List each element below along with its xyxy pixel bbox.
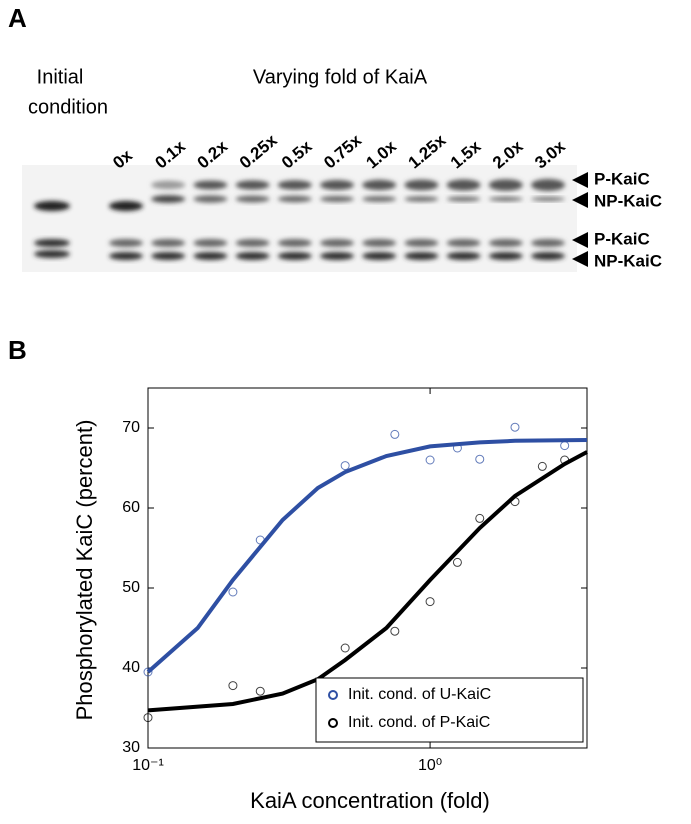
- data-point: [390, 626, 400, 636]
- gel-band: [109, 252, 143, 260]
- gel-band: [34, 250, 70, 258]
- gel-band: [277, 180, 312, 190]
- gel-band: [531, 252, 565, 260]
- gel-band: [404, 196, 439, 202]
- data-point: [560, 441, 570, 451]
- gel-band: [235, 252, 270, 260]
- data-point: [228, 681, 238, 691]
- gel-band: [320, 196, 354, 202]
- x-axis-label: KaiA concentration (fold): [250, 788, 490, 813]
- legend-box: [315, 677, 584, 743]
- gel-band: [362, 179, 397, 191]
- gel-band: [320, 239, 354, 247]
- gel-band: [446, 196, 481, 202]
- gel-band: [277, 252, 312, 260]
- y-tick-label: 40: [122, 659, 140, 676]
- gel-band: [320, 252, 354, 260]
- data-point: [143, 713, 153, 723]
- y-axis-label: Phosphorylated KaiC (percent): [72, 420, 97, 721]
- gel-band: [235, 180, 270, 190]
- gel-band: [34, 239, 70, 247]
- fit-line: [146, 438, 588, 674]
- band-label: NP-KaiC: [594, 251, 662, 270]
- gel-band: [151, 180, 186, 190]
- initial-label: Initial: [37, 66, 84, 88]
- gel-band: [193, 239, 228, 247]
- legend-label: Init. cond. of U-KaiC: [348, 686, 491, 703]
- legend-label: Init. cond. of P-KaiC: [348, 714, 490, 731]
- gel-band: [362, 239, 397, 247]
- data-point: [510, 422, 520, 432]
- gel-band: [362, 196, 397, 202]
- data-point: [143, 667, 153, 677]
- panel-label: A: [8, 3, 27, 33]
- gel-band: [109, 239, 143, 247]
- data-point: [425, 455, 435, 465]
- gel-band: [531, 197, 565, 201]
- gel-band: [235, 239, 270, 247]
- gel-band: [404, 252, 439, 260]
- gel-band: [320, 180, 354, 190]
- gel-band: [151, 252, 186, 260]
- gel-band: [531, 239, 565, 247]
- gel-band: [446, 179, 481, 191]
- gel-band: [404, 179, 439, 191]
- gel-band: [151, 195, 186, 203]
- gel-band: [193, 195, 228, 203]
- data-point: [537, 461, 547, 471]
- y-tick-label: 60: [122, 499, 140, 516]
- gel-band: [193, 252, 228, 260]
- data-point: [475, 513, 485, 523]
- gel-band: [446, 239, 481, 247]
- gel-band: [109, 201, 143, 211]
- data-point: [340, 643, 350, 653]
- data-point: [255, 686, 265, 696]
- data-point: [475, 454, 485, 464]
- gel-band: [488, 196, 523, 202]
- x-tick-label: 10⁰: [418, 757, 442, 774]
- x-tick-label: 10⁻¹: [132, 757, 164, 774]
- gel-band: [193, 180, 228, 190]
- panel-label: B: [8, 335, 27, 365]
- gel-title: Varying fold of KaiA: [253, 66, 428, 88]
- gel-image: [22, 165, 577, 272]
- gel-band: [531, 179, 565, 191]
- gel-band: [235, 195, 270, 203]
- gel-band: [151, 239, 186, 247]
- gel-band: [34, 201, 70, 211]
- fit-line: [147, 450, 588, 713]
- band-label: NP-KaiC: [594, 191, 662, 210]
- data-point: [228, 587, 238, 597]
- band-label: P-KaiC: [594, 169, 650, 188]
- y-tick-label: 50: [122, 579, 140, 596]
- y-tick-label: 70: [122, 419, 140, 436]
- data-point: [340, 461, 350, 471]
- initial-label: condition: [28, 96, 108, 118]
- gel-band: [404, 239, 439, 247]
- gel-band: [277, 239, 312, 247]
- y-tick-label: 30: [122, 739, 140, 756]
- gel-band: [488, 239, 523, 247]
- gel-band: [362, 252, 397, 260]
- data-point: [452, 557, 462, 567]
- gel-band: [488, 252, 523, 260]
- gel-band: [277, 195, 312, 203]
- plot-area: [147, 387, 588, 749]
- legend-marker: [328, 718, 338, 728]
- gel-band: [488, 179, 523, 191]
- band-label: P-KaiC: [594, 229, 650, 248]
- data-point: [390, 429, 400, 439]
- data-point: [425, 597, 435, 607]
- legend-marker: [328, 690, 338, 700]
- gel-band: [446, 252, 481, 260]
